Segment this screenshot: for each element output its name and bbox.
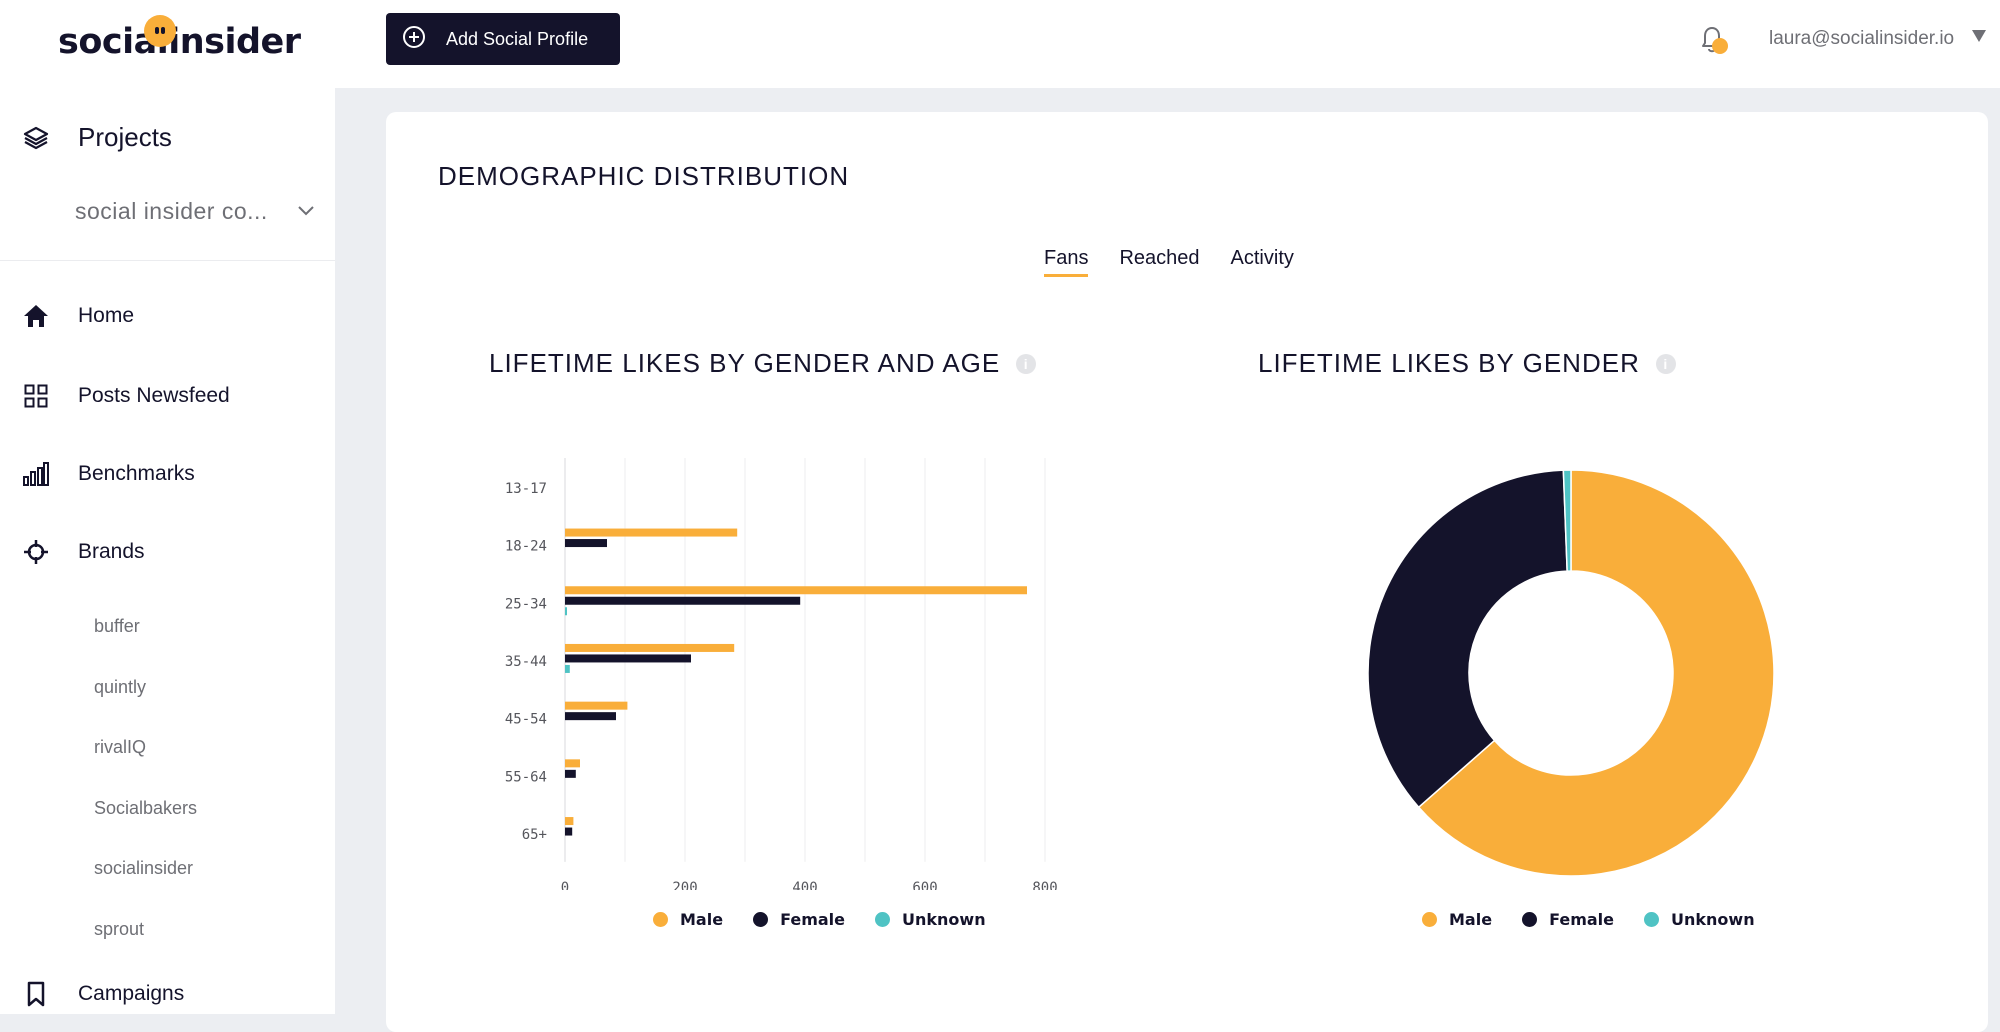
legend-item-male[interactable]: Male	[653, 910, 723, 929]
bar-female	[565, 654, 691, 663]
bar-male	[565, 586, 1027, 595]
legend-item-unknown[interactable]: Unknown	[875, 910, 986, 929]
bar-chart-icon	[22, 460, 50, 488]
brand-item-socialinsider[interactable]: socialinsider	[94, 858, 194, 878]
x-tick-label: 800	[1032, 880, 1057, 890]
bar-male	[565, 817, 574, 826]
sidebar-item-label: Home	[78, 304, 135, 327]
sidebar-item-label: Benchmarks	[78, 462, 195, 485]
x-tick-label: 600	[912, 880, 937, 890]
projects-label: Projects	[78, 122, 172, 152]
info-icon[interactable]: i	[1655, 353, 1676, 374]
y-tick-label: 55-64	[505, 769, 547, 785]
y-tick-label: 25-34	[505, 596, 547, 612]
slice-female	[1367, 469, 1568, 809]
caret-down-icon[interactable]	[1972, 30, 1986, 42]
x-tick-label: 400	[792, 880, 817, 890]
plus-circle-icon	[402, 25, 426, 54]
brand-item-sprout[interactable]: sprout	[94, 919, 145, 939]
legend-label: Female	[1549, 910, 1614, 929]
legend-label: Male	[1449, 910, 1493, 929]
legend-label: Unknown	[1671, 910, 1755, 929]
sidebar-item-benchmarks[interactable]: Benchmarks	[22, 460, 195, 488]
legend-item-female[interactable]: Female	[753, 910, 845, 929]
bar-female	[565, 827, 573, 836]
y-tick-label: 13-17	[505, 481, 547, 497]
legend-dot-male	[653, 912, 668, 927]
right-chart-title: LIFETIME LIKES BY GENDER i	[1258, 348, 1676, 379]
projects-header[interactable]: Projects	[22, 122, 172, 153]
project-selector[interactable]: social insider co...	[75, 198, 315, 225]
left-chart-title-text: LIFETIME LIKES BY GENDER AND AGE	[489, 348, 1001, 378]
y-tick-label: 35-44	[505, 654, 547, 670]
add-social-profile-button[interactable]: Add Social Profile	[386, 13, 620, 65]
bar-female	[565, 712, 616, 721]
slice-male	[1417, 469, 1775, 877]
legend-label: Unknown	[902, 910, 986, 929]
sidebar-item-campaigns[interactable]: Campaigns	[22, 980, 184, 1008]
bar-female	[565, 539, 607, 548]
bar-female	[565, 596, 801, 605]
sidebar-item-brands[interactable]: Brands	[22, 538, 145, 566]
demographic-tabs: Fans Reached Activity	[1044, 247, 1325, 277]
grid-icon	[22, 382, 50, 410]
tab-fans[interactable]: Fans	[1044, 247, 1089, 277]
bar-unknown	[565, 664, 570, 673]
legend-label: Female	[780, 910, 845, 929]
legend-item-unknown[interactable]: Unknown	[1644, 910, 1755, 929]
bar-unknown	[565, 607, 567, 616]
tab-reached[interactable]: Reached	[1119, 247, 1200, 269]
bookmark-icon	[22, 980, 50, 1008]
y-tick-label: 45-54	[505, 712, 547, 728]
bar-chart-legend: Male Female Unknown	[653, 910, 1016, 929]
layers-icon	[22, 124, 50, 152]
notification-bell-icon[interactable]	[1697, 24, 1731, 63]
logo-face-icon	[144, 15, 176, 47]
likes-by-gender-age-chart: 13-17 18-24 25-34 35-44 45-54 55-64 65+ 0 200 400…	[505, 458, 1058, 890]
app-logo[interactable]: socialinsider	[58, 22, 301, 62]
chevron-down-icon	[297, 203, 315, 221]
left-chart-title: LIFETIME LIKES BY GENDER AND AGE i	[489, 348, 1037, 379]
legend-dot-unknown	[1644, 912, 1659, 927]
sidebar-item-label: Campaigns	[78, 982, 185, 1005]
brand-item-socialbakers[interactable]: Socialbakers	[94, 798, 198, 818]
x-tick-label: 200	[672, 880, 697, 890]
brand-item-rivaliq[interactable]: rivalIQ	[94, 737, 147, 757]
crosshair-icon	[22, 538, 50, 566]
tab-activity[interactable]: Activity	[1230, 247, 1294, 269]
bar-male	[565, 528, 738, 537]
legend-item-female[interactable]: Female	[1522, 910, 1614, 929]
user-email[interactable]: laura@socialinsider.io	[1769, 28, 1955, 49]
sidebar: socialinsider Projects social insider co…	[0, 0, 335, 1014]
legend-item-male[interactable]: Male	[1422, 910, 1492, 929]
legend-dot-male	[1422, 912, 1437, 927]
slice-unknown	[1562, 469, 1572, 572]
bar-male	[565, 759, 580, 768]
add-social-profile-label: Add Social Profile	[446, 28, 589, 49]
sidebar-divider	[0, 260, 335, 261]
sidebar-item-label: Brands	[78, 540, 145, 563]
bar-male	[565, 643, 735, 652]
legend-dot-unknown	[875, 912, 890, 927]
x-tick-label: 0	[561, 880, 569, 890]
sidebar-item-label: Posts Newsfeed	[78, 384, 230, 407]
bar-female	[565, 769, 576, 778]
legend-label: Male	[680, 910, 724, 929]
y-tick-label: 65+	[522, 827, 547, 843]
info-icon[interactable]: i	[1016, 353, 1037, 374]
legend-dot-female	[1522, 912, 1538, 927]
project-name: social insider co...	[75, 198, 268, 224]
brand-item-quintly[interactable]: quintly	[94, 677, 147, 697]
page-title: DEMOGRAPHIC DISTRIBUTION	[438, 161, 850, 191]
sidebar-item-posts-newsfeed[interactable]: Posts Newsfeed	[22, 382, 230, 410]
donut-chart-legend: Male Female Unknown	[1422, 910, 1785, 929]
brand-item-buffer[interactable]: buffer	[94, 616, 140, 636]
bar-male	[565, 701, 628, 710]
y-tick-label: 18-24	[505, 539, 547, 555]
right-chart-title-text: LIFETIME LIKES BY GENDER	[1258, 348, 1640, 378]
sidebar-item-home[interactable]: Home	[22, 302, 134, 330]
home-icon	[22, 302, 50, 330]
legend-dot-female	[753, 912, 769, 927]
likes-by-gender-chart	[1367, 469, 1775, 877]
